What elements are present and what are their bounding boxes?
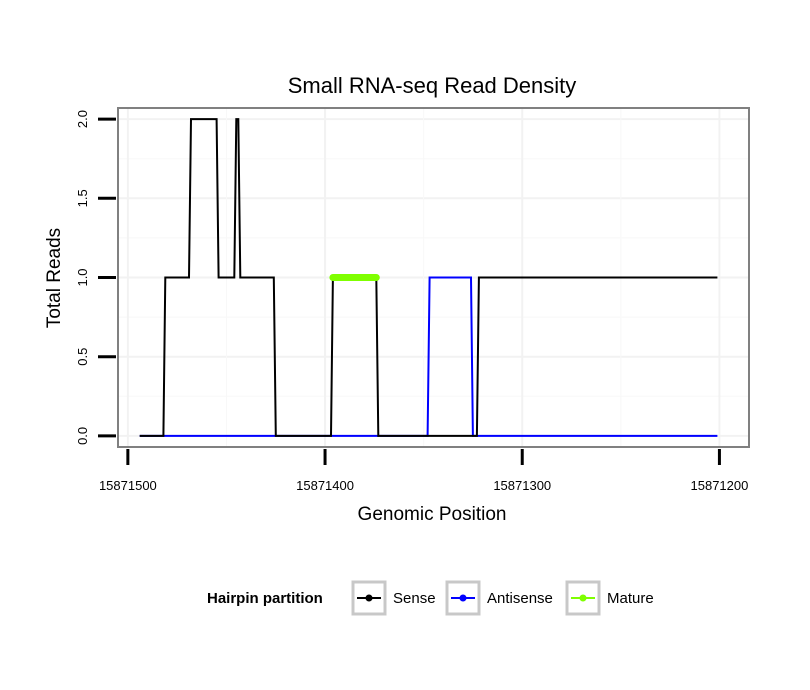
series-line-sense (139, 118, 718, 437)
y-tick-label: 2.0 (75, 110, 90, 128)
legend-label-mature: Mature (607, 590, 654, 607)
legend-key-point (459, 594, 467, 602)
x-tick-label: 15871500 (99, 478, 157, 493)
y-axis-title: Total Reads (44, 228, 65, 328)
y-tick-label: 0.0 (75, 427, 90, 445)
legend-key-point (365, 594, 373, 602)
legend: Hairpin partition Sense Antisense Mature (207, 580, 654, 616)
x-tick-label: 15871300 (493, 478, 551, 493)
y-tick-label: 0.5 (75, 348, 90, 366)
legend-label-antisense: Antisense (487, 590, 553, 607)
chart-title: Small RNA-seq Read Density (288, 73, 577, 98)
y-tick-label: 1.5 (75, 189, 90, 207)
legend-label-sense: Sense (393, 590, 436, 607)
plot-panel-border (117, 107, 750, 448)
x-axis-title: Genomic Position (358, 504, 507, 525)
x-tick-label: 15871400 (296, 478, 354, 493)
legend-key-point (579, 594, 587, 602)
x-tick-label: 15871200 (691, 478, 749, 493)
legend-title: Hairpin partition (207, 590, 323, 607)
y-tick-label: 1.0 (75, 268, 90, 286)
